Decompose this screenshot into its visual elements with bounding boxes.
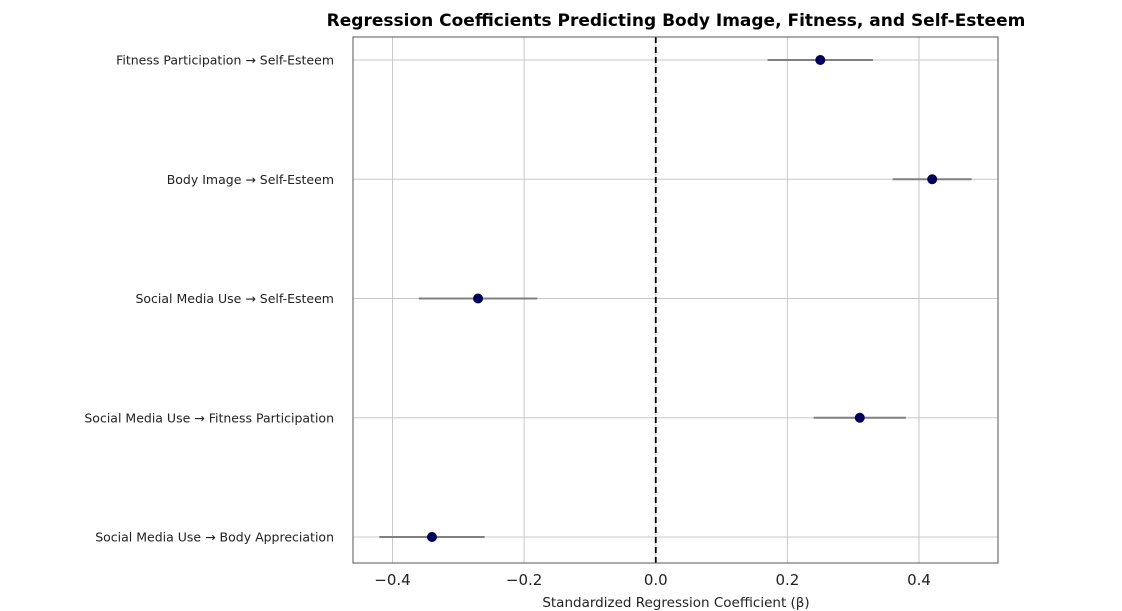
y-tick-label: Social Media Use → Self-Esteem [135,291,334,306]
y-tick-label: Body Image → Self-Esteem [167,172,334,187]
y-tick-labels: Fitness Participation → Self-Esteem Body … [84,53,334,545]
coefficient-point [426,532,437,542]
coefficient-points [426,55,938,542]
plot-frame [352,36,999,564]
coefficient-point [854,412,865,423]
coefficient-point [927,174,938,185]
x-tick-label: 0.0 [644,571,668,589]
x-tick-label: 0.4 [907,571,931,589]
x-tick-labels: −0.4 −0.2 0.0 0.2 0.4 [374,571,931,589]
y-tick-label: Social Media Use → Body Appreciation [95,530,334,545]
y-tick-label: Social Media Use → Fitness Participation [84,410,334,425]
coefficient-point [473,293,484,304]
x-axis-label: Standardized Regression Coefficient (β) [542,595,809,611]
y-tick-label: Fitness Participation → Self-Esteem [116,53,334,68]
x-tick-label: 0.2 [775,571,799,589]
coefficient-point [815,55,826,65]
x-tick-label: −0.4 [374,571,410,589]
chart-title: Regression Coefficients Predicting Body … [327,11,1026,31]
x-tick-label: −0.2 [506,571,542,589]
